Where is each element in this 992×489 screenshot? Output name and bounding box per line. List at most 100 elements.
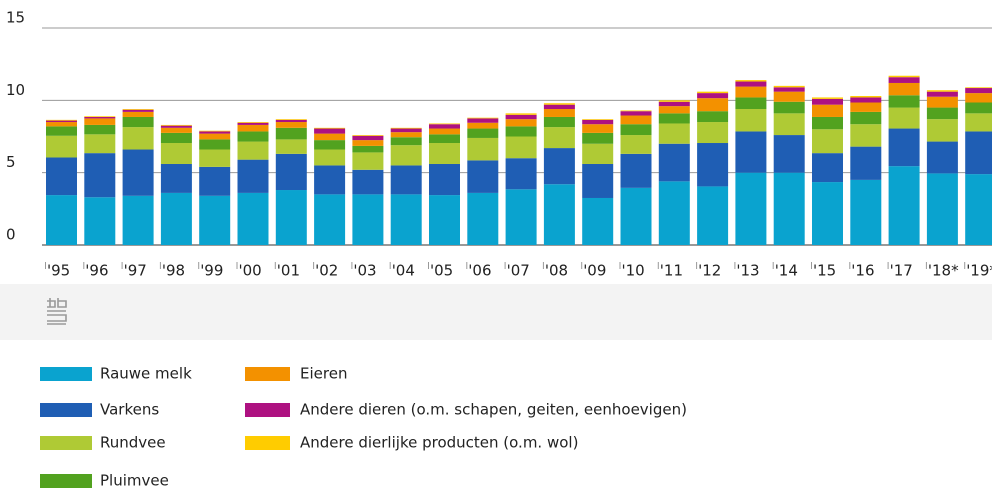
bar-segment [467, 122, 499, 129]
bar-segment [46, 135, 77, 158]
bar-segment [812, 104, 843, 117]
bar-segment [773, 91, 805, 102]
legend-label: Pluimvee [100, 472, 169, 489]
bar-segment [735, 81, 767, 87]
bar-segment [429, 124, 460, 129]
bar-segment [352, 152, 384, 170]
bar-segment [697, 111, 729, 123]
bar-segment [237, 159, 269, 193]
bar-segment [965, 113, 992, 132]
legend-label: Eieren [300, 365, 347, 383]
legend-swatch [40, 367, 92, 381]
bar-segment [620, 153, 652, 188]
bar-segment [237, 131, 269, 142]
bar-segment [160, 143, 192, 164]
bar-segment [582, 124, 614, 133]
bar-segment [46, 120, 77, 123]
bar-segment [390, 165, 422, 195]
bar-segment [122, 149, 154, 196]
bar-segment [314, 149, 346, 166]
legend-swatch [40, 436, 92, 450]
bar-segment [160, 125, 192, 128]
x-tick-label: '05 [430, 262, 453, 280]
bar-segment [620, 135, 652, 154]
legend-label: Andere dierlijke producten (o.m. wol) [300, 434, 578, 452]
x-tick-label: '19* [966, 262, 992, 280]
bar-segment [582, 143, 614, 164]
bar-segment [390, 137, 422, 146]
bar-segment [429, 143, 460, 164]
legend-label: Rundvee [100, 434, 166, 452]
bar-segment [390, 145, 422, 166]
bar-segment [582, 197, 614, 245]
bar-segment [122, 111, 154, 117]
bar-segment [505, 158, 537, 190]
bar-segment [582, 119, 614, 125]
bar-segment [620, 115, 652, 125]
bar-segment [199, 131, 231, 134]
bar-segment [275, 139, 307, 154]
bar-segment [84, 116, 116, 119]
bar-segment [812, 98, 843, 105]
y-tick-label: 10 [6, 81, 25, 99]
bar-segment [352, 194, 384, 245]
bar-segment [352, 169, 384, 195]
x-tick-label: '15 [813, 262, 836, 280]
bar-segment [505, 114, 537, 120]
bar-segment [850, 95, 882, 98]
bar-segment [199, 133, 231, 140]
x-tick-label: '17 [890, 262, 913, 280]
bar-segment [812, 153, 843, 183]
bar-segment [965, 102, 992, 114]
bar-segment [429, 128, 460, 135]
legend-swatch [40, 403, 92, 417]
bar-segment [467, 160, 499, 193]
bar-segment [429, 163, 460, 196]
legend-label: Varkens [100, 401, 159, 419]
legend-swatch [245, 403, 290, 417]
bar-segment [926, 96, 958, 108]
bar-segment [850, 146, 882, 180]
bar-segment [658, 181, 690, 245]
bar-segment [352, 135, 384, 136]
bar-segment [735, 97, 767, 110]
bar-segment [275, 190, 307, 245]
bar-segment [926, 90, 958, 92]
bar-segment [850, 97, 882, 103]
bar-segment [850, 124, 882, 147]
x-tick-label: '06 [468, 262, 491, 280]
bar-segment [314, 194, 346, 245]
x-tick-label: '10 [622, 262, 645, 280]
bar-segment [620, 111, 652, 116]
bar-segment [467, 137, 499, 161]
bar-segment [965, 88, 992, 94]
bar-segment [84, 116, 116, 117]
footer-band [0, 284, 992, 340]
bar-segment [658, 106, 690, 114]
bar-segment [697, 186, 729, 245]
bar-segment [84, 134, 116, 154]
bar-segment [658, 101, 690, 107]
bar-segment [620, 124, 652, 136]
x-tick-label: '98 [162, 262, 185, 280]
bar-segment [122, 116, 154, 128]
x-tick-label: '07 [507, 262, 530, 280]
bar-segment [160, 124, 192, 126]
bar-segment [697, 143, 729, 187]
bar-segment [965, 131, 992, 175]
bar-segment [965, 174, 992, 245]
bar-segment [620, 110, 652, 112]
bar-segment [84, 124, 116, 135]
bar-segment [275, 127, 307, 140]
bar-segment [735, 109, 767, 132]
x-tick-label: '03 [353, 262, 376, 280]
x-tick-label: '12 [698, 262, 721, 280]
bar-segment [926, 107, 958, 120]
bar-segment [505, 113, 537, 115]
bar-segment [543, 116, 575, 128]
legend-swatch [40, 474, 92, 488]
bar-segment [199, 149, 231, 167]
bar-segment [505, 119, 537, 127]
x-tick-label: '13 [736, 262, 759, 280]
bar-segment [773, 85, 805, 88]
